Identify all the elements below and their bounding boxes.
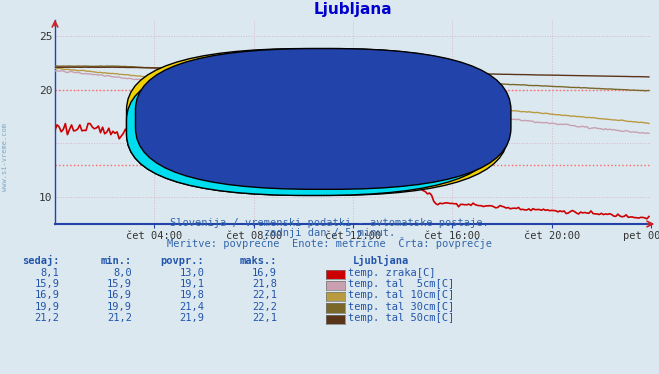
Text: min.:: min.: — [101, 256, 132, 266]
Text: 8,0: 8,0 — [113, 268, 132, 278]
FancyBboxPatch shape — [136, 49, 511, 189]
Text: temp. tal 50cm[C]: temp. tal 50cm[C] — [348, 313, 454, 323]
Text: 21,4: 21,4 — [179, 302, 204, 312]
Text: Meritve: povprečne  Enote: metrične  Črta: povprečje: Meritve: povprečne Enote: metrične Črta:… — [167, 237, 492, 249]
Text: 21,2: 21,2 — [107, 313, 132, 323]
FancyBboxPatch shape — [127, 49, 508, 196]
Text: zadnji dan / 5 minut.: zadnji dan / 5 minut. — [264, 229, 395, 238]
FancyBboxPatch shape — [127, 59, 499, 196]
Text: 16,9: 16,9 — [252, 268, 277, 278]
Text: 22,1: 22,1 — [252, 313, 277, 323]
Text: 13,0: 13,0 — [179, 268, 204, 278]
Text: www.si-vreme.com: www.si-vreme.com — [2, 123, 9, 191]
Text: temp. zraka[C]: temp. zraka[C] — [348, 268, 436, 278]
Text: 19,9: 19,9 — [107, 302, 132, 312]
Text: 22,1: 22,1 — [252, 291, 277, 300]
Text: temp. tal  5cm[C]: temp. tal 5cm[C] — [348, 279, 454, 289]
Text: 19,8: 19,8 — [179, 291, 204, 300]
Text: 16,9: 16,9 — [34, 291, 59, 300]
Text: 22,2: 22,2 — [252, 302, 277, 312]
Text: 21,2: 21,2 — [34, 313, 59, 323]
Text: 21,9: 21,9 — [179, 313, 204, 323]
Text: povpr.:: povpr.: — [161, 256, 204, 266]
Text: maks.:: maks.: — [239, 256, 277, 266]
Text: 15,9: 15,9 — [34, 279, 59, 289]
Text: 19,9: 19,9 — [34, 302, 59, 312]
Text: 21,8: 21,8 — [252, 279, 277, 289]
Text: Ljubljana: Ljubljana — [353, 255, 409, 266]
Text: sedaj:: sedaj: — [22, 255, 59, 266]
Text: 8,1: 8,1 — [41, 268, 59, 278]
Text: Slovenija / vremenski podatki - avtomatske postaje.: Slovenija / vremenski podatki - avtomats… — [170, 218, 489, 228]
Title: Ljubljana: Ljubljana — [314, 3, 392, 18]
Text: 19,1: 19,1 — [179, 279, 204, 289]
Text: temp. tal 10cm[C]: temp. tal 10cm[C] — [348, 291, 454, 300]
Text: 15,9: 15,9 — [107, 279, 132, 289]
Text: temp. tal 30cm[C]: temp. tal 30cm[C] — [348, 302, 454, 312]
Text: 16,9: 16,9 — [107, 291, 132, 300]
Text: www.si-vreme.com: www.si-vreme.com — [205, 124, 501, 152]
